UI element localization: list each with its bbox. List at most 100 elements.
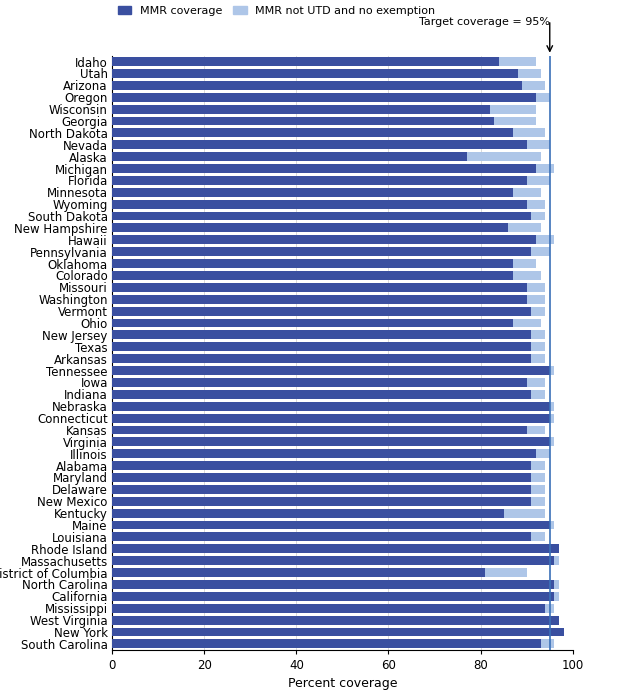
Bar bbox=[112, 105, 536, 113]
Bar bbox=[112, 639, 554, 648]
Bar bbox=[112, 247, 550, 256]
Bar bbox=[112, 271, 541, 280]
Bar bbox=[112, 224, 541, 232]
Bar bbox=[112, 402, 554, 411]
Bar bbox=[112, 140, 527, 149]
Bar bbox=[112, 402, 550, 411]
Bar bbox=[112, 556, 554, 565]
Bar bbox=[112, 81, 545, 90]
X-axis label: Percent coverage: Percent coverage bbox=[287, 678, 397, 690]
Bar bbox=[112, 152, 541, 161]
Bar bbox=[112, 509, 545, 518]
Bar bbox=[112, 188, 541, 197]
Bar bbox=[112, 295, 545, 304]
Bar bbox=[112, 57, 499, 66]
Bar bbox=[112, 473, 545, 482]
Bar bbox=[112, 271, 513, 280]
Bar bbox=[112, 485, 531, 494]
Bar bbox=[112, 461, 545, 470]
Text: Target coverage = 95%: Target coverage = 95% bbox=[419, 17, 550, 27]
Bar bbox=[112, 81, 522, 90]
Bar bbox=[112, 592, 554, 600]
Bar bbox=[112, 343, 545, 351]
Bar bbox=[112, 211, 545, 220]
Bar bbox=[112, 69, 518, 78]
Bar bbox=[112, 211, 531, 220]
Bar bbox=[112, 485, 545, 494]
Bar bbox=[112, 497, 531, 506]
Bar bbox=[112, 473, 531, 482]
Bar bbox=[112, 152, 467, 161]
Bar bbox=[112, 318, 541, 327]
Bar bbox=[112, 378, 545, 387]
Bar bbox=[112, 129, 513, 138]
Bar bbox=[112, 330, 545, 339]
Bar bbox=[112, 461, 531, 470]
Bar bbox=[112, 224, 508, 232]
Bar bbox=[112, 425, 545, 434]
Bar bbox=[112, 449, 550, 458]
Bar bbox=[112, 568, 527, 577]
Bar bbox=[112, 521, 550, 530]
Bar bbox=[112, 247, 531, 256]
Bar bbox=[112, 283, 527, 292]
Bar bbox=[112, 306, 545, 316]
Bar bbox=[112, 544, 559, 553]
Bar bbox=[112, 604, 545, 613]
Bar bbox=[112, 176, 550, 185]
Bar bbox=[112, 532, 545, 541]
Bar bbox=[112, 497, 545, 506]
Bar bbox=[112, 437, 550, 446]
Bar bbox=[112, 556, 559, 565]
Bar bbox=[112, 199, 545, 208]
Bar bbox=[112, 92, 550, 101]
Bar bbox=[112, 521, 554, 530]
Bar bbox=[112, 378, 527, 387]
Legend: MMR coverage, MMR not UTD and no exemption: MMR coverage, MMR not UTD and no exempti… bbox=[118, 6, 436, 16]
Bar bbox=[112, 437, 554, 446]
Bar bbox=[112, 568, 485, 577]
Bar bbox=[112, 532, 531, 541]
Bar bbox=[112, 236, 554, 244]
Bar bbox=[112, 509, 504, 518]
Bar bbox=[112, 366, 554, 375]
Bar bbox=[112, 580, 554, 589]
Bar bbox=[112, 164, 536, 173]
Bar bbox=[112, 306, 531, 316]
Bar bbox=[112, 92, 536, 101]
Bar bbox=[112, 628, 564, 637]
Bar bbox=[112, 295, 527, 304]
Bar bbox=[112, 259, 536, 268]
Bar bbox=[112, 105, 490, 113]
Bar bbox=[112, 318, 513, 327]
Bar bbox=[112, 616, 559, 625]
Bar bbox=[112, 628, 564, 637]
Bar bbox=[112, 354, 545, 363]
Bar bbox=[112, 449, 536, 458]
Bar bbox=[112, 259, 513, 268]
Bar bbox=[112, 604, 554, 613]
Bar bbox=[112, 592, 559, 600]
Bar bbox=[112, 330, 531, 339]
Bar bbox=[112, 354, 531, 363]
Bar bbox=[112, 390, 545, 399]
Bar bbox=[112, 129, 545, 138]
Bar bbox=[112, 188, 513, 197]
Bar bbox=[112, 343, 531, 351]
Bar bbox=[112, 390, 531, 399]
Bar bbox=[112, 140, 550, 149]
Bar bbox=[112, 544, 559, 553]
Bar bbox=[112, 117, 495, 125]
Bar bbox=[112, 199, 527, 208]
Bar bbox=[112, 69, 541, 78]
Bar bbox=[112, 414, 550, 423]
Bar bbox=[112, 639, 541, 648]
Bar bbox=[112, 580, 559, 589]
Bar bbox=[112, 176, 527, 185]
Bar bbox=[112, 425, 527, 434]
Bar bbox=[112, 117, 536, 125]
Bar bbox=[112, 236, 536, 244]
Bar bbox=[112, 366, 550, 375]
Bar bbox=[112, 283, 545, 292]
Bar bbox=[112, 164, 554, 173]
